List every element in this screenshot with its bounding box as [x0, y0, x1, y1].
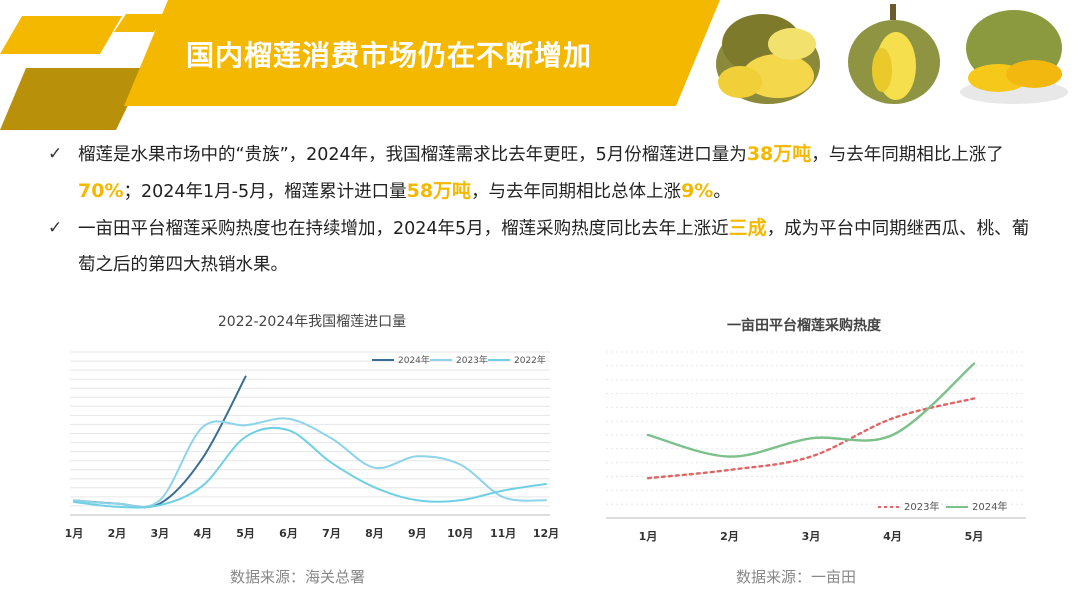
grid-lines	[70, 351, 550, 516]
decor-parallelogram-top	[0, 16, 122, 54]
x-tick-label: 9月	[408, 527, 427, 540]
header-banner	[0, 0, 720, 130]
bullet-text: ，成为平台中同期继西瓜、桃、葡萄之后的第四大热销水果。	[78, 219, 1030, 275]
data-source-right: 数据来源：一亩田	[736, 568, 857, 586]
bullet-text: 榴莲是水果市场中的“贵族”，2024年，我国榴莲需求比去年更旺，5月份榴莲进口量…	[78, 145, 747, 165]
series-line-2022年	[73, 426, 547, 509]
x-tick-label: 1月	[639, 530, 658, 543]
bullet-text: ，与去年同期相比上涨了	[811, 145, 1004, 165]
x-tick-label: 12月	[533, 527, 559, 540]
x-tick-label: 3月	[802, 530, 821, 543]
bullet-text: 一亩田平台榴莲采购热度也在持续增加，2024年5月，榴莲采购热度同比去年上涨近	[78, 219, 729, 239]
x-tick-label: 4月	[883, 530, 902, 543]
chart-title: 一亩田平台榴莲采购热度	[727, 317, 882, 334]
legend-label: 2023年	[904, 500, 939, 513]
legend-label: 2024年	[398, 354, 430, 366]
decor-parallelogram-small	[114, 14, 166, 32]
x-tick-label: 5月	[965, 530, 984, 543]
legend-label: 2023年	[456, 354, 488, 366]
highlight-value: 9%	[681, 180, 714, 202]
import-volume-chart: 2022-2024年我国榴莲进口量 1月 2月 3月 4月 5月 6月 7月 8月 9月 10月 11…	[65, 314, 559, 540]
bullet-list: ✓ 榴莲是水果市场中的“贵族”，2024年，我国榴莲需求比去年更旺，5月份榴莲进…	[48, 136, 1038, 283]
highlight-value: 58万吨	[406, 180, 472, 202]
page-title: 国内榴莲消费市场仍在不断增加	[186, 39, 593, 72]
x-tick-label: 10月	[447, 527, 473, 540]
x-tick-label: 5月	[236, 527, 255, 540]
x-tick-label: 8月	[365, 527, 384, 540]
durian-photo-1	[716, 14, 820, 104]
check-icon: ✓	[48, 144, 63, 164]
x-tick-label: 11月	[490, 527, 516, 540]
x-tick-label: 2月	[720, 530, 739, 543]
x-tick-label: 1月	[65, 527, 84, 540]
legend-label: 2024年	[972, 500, 1007, 513]
durian-photo-3	[960, 10, 1068, 104]
legend-label: 2022年	[514, 354, 546, 366]
x-tick-label: 3月	[150, 527, 169, 540]
chart-legend: 2024年 2023年 2022年	[372, 354, 546, 366]
x-tick-label: 2月	[108, 527, 127, 540]
durian-photo-2	[848, 4, 940, 104]
bullet-item-2: ✓ 一亩田平台榴莲采购热度也在持续增加，2024年5月，榴莲采购热度同比去年上涨…	[48, 210, 1038, 283]
purchase-heat-chart: 一亩田平台榴莲采购热度 1月 2月 3月 4月 5月 2023年 2024年	[606, 317, 1026, 543]
chart-title: 2022-2024年我国榴莲进口量	[218, 314, 406, 330]
chart-legend: 2023年 2024年	[878, 500, 1007, 513]
x-tick-label: 6月	[279, 527, 298, 540]
highlight-value: 三成	[728, 217, 767, 239]
bullet-text: 。	[713, 182, 731, 202]
decor-parallelogram-bottom	[0, 68, 146, 130]
title-bar	[124, 0, 720, 106]
bullet-item-1: ✓ 榴莲是水果市场中的“贵族”，2024年，我国榴莲需求比去年更旺，5月份榴莲进…	[48, 136, 1038, 210]
data-source-left: 数据来源：海关总署	[230, 568, 366, 586]
series-line-2023年	[646, 397, 976, 480]
x-tick-label: 4月	[193, 527, 212, 540]
series-line-2023年	[73, 417, 547, 508]
check-icon: ✓	[48, 218, 63, 238]
bullet-text: ；2024年1月-5月，榴莲累计进口量	[123, 182, 407, 202]
grid-lines	[606, 351, 1026, 519]
highlight-value: 70%	[78, 180, 124, 202]
x-tick-label: 7月	[322, 527, 341, 540]
highlight-value: 38万吨	[746, 143, 812, 165]
bullet-text: ，与去年同期相比总体上涨	[471, 182, 682, 202]
series-line-2024年	[646, 362, 976, 458]
